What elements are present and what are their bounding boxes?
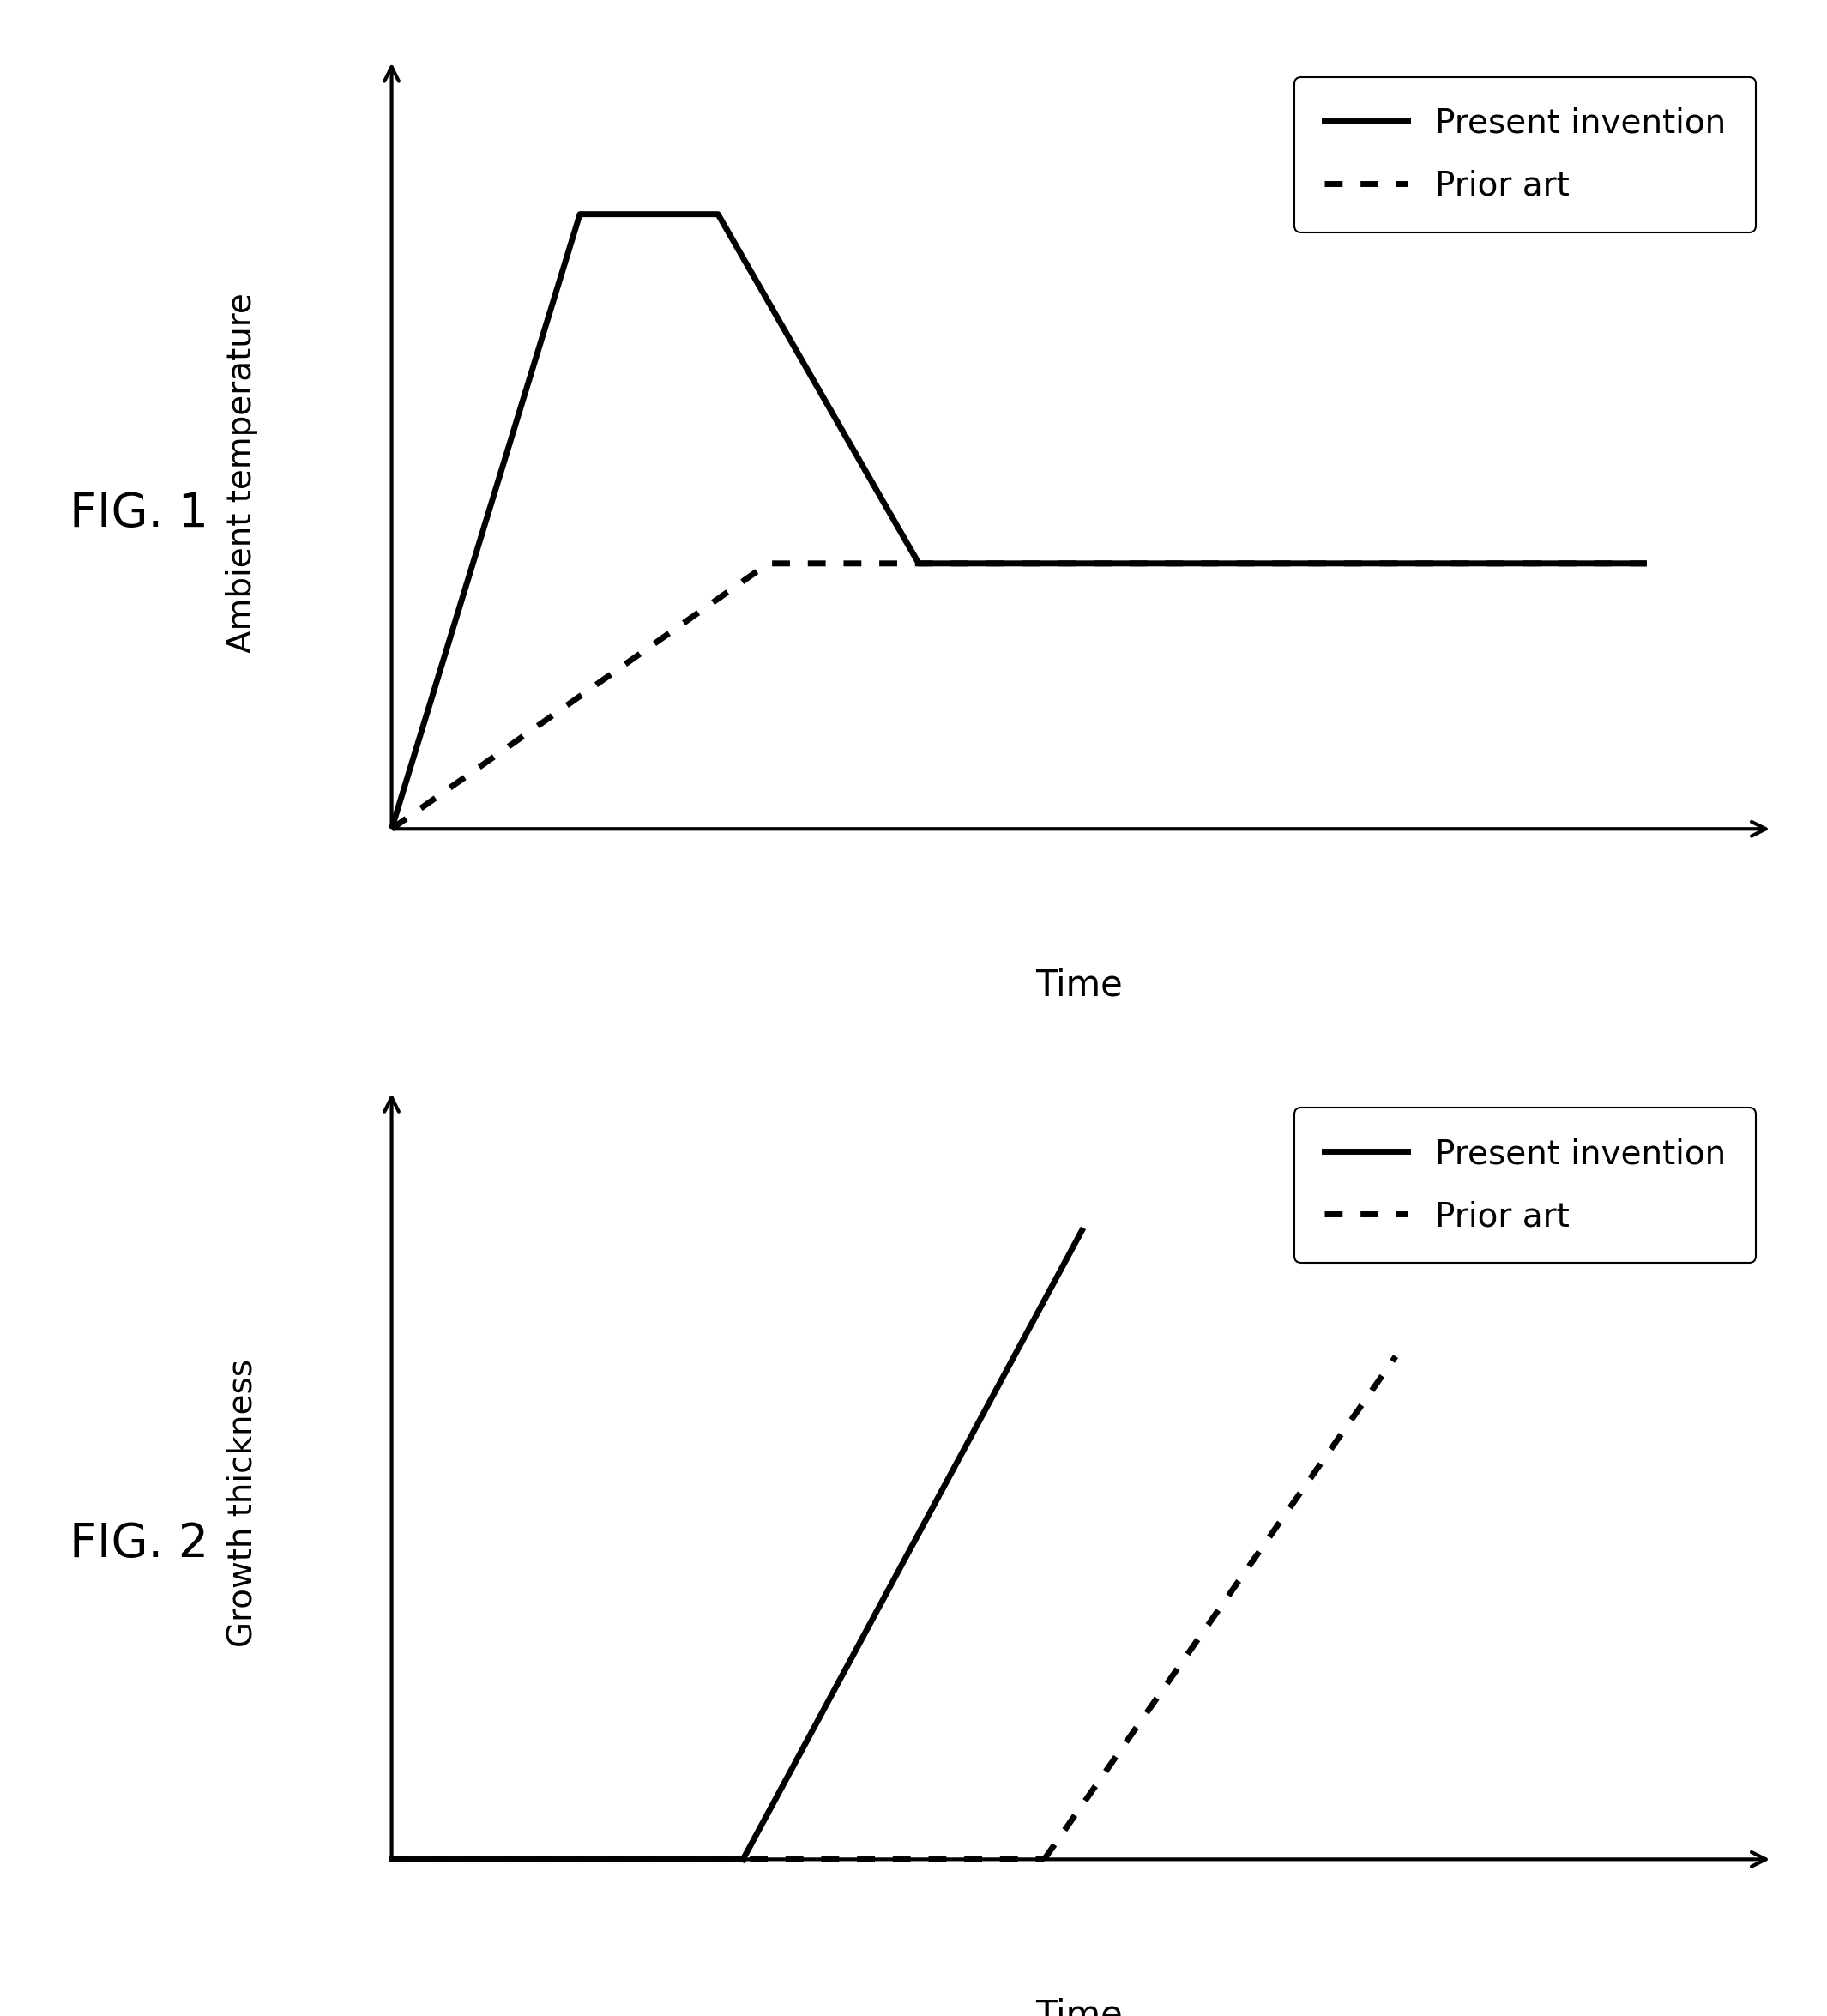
Text: Time: Time [1036,1998,1124,2016]
Text: FIG. 2: FIG. 2 [69,1522,208,1566]
Legend: Present invention, Prior art: Present invention, Prior art [1295,77,1756,232]
Text: Ambient temperature: Ambient temperature [227,292,259,653]
Text: Growth thickness: Growth thickness [227,1359,259,1647]
Legend: Present invention, Prior art: Present invention, Prior art [1295,1107,1756,1262]
Text: Time: Time [1036,968,1124,1004]
Text: FIG. 1: FIG. 1 [69,490,208,536]
